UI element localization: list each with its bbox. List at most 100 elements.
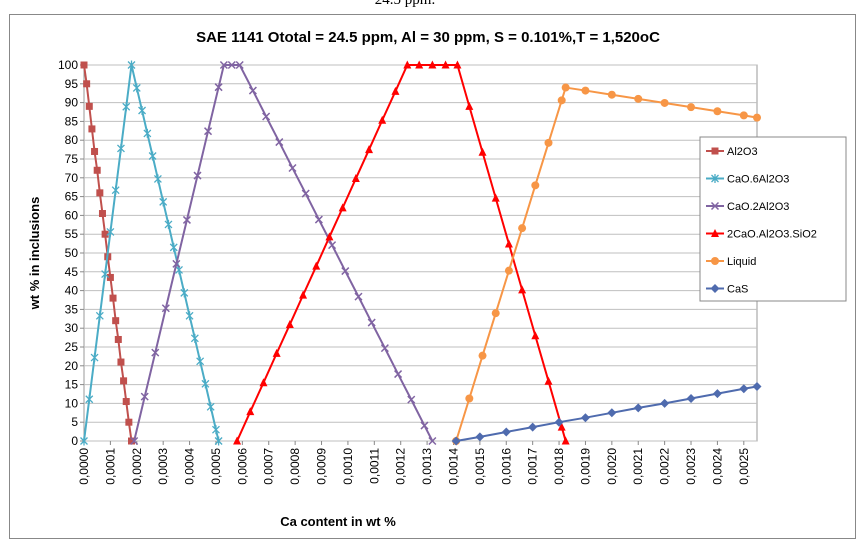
x-tick-label: 0,0006 [235, 448, 249, 485]
marker [403, 60, 412, 69]
marker [325, 232, 334, 241]
y-tick-label: 55 [65, 227, 79, 241]
marker [233, 436, 242, 445]
marker [288, 163, 297, 173]
marker [367, 318, 376, 327]
marker [246, 407, 255, 416]
x-tick-label: 0,0022 [658, 448, 672, 485]
y-tick-label: 5 [71, 415, 78, 429]
marker [214, 436, 223, 446]
marker [182, 215, 191, 224]
marker [407, 395, 416, 404]
x-tick-label: 0,0016 [499, 448, 513, 485]
marker [441, 60, 450, 69]
marker [101, 269, 110, 279]
y-tick-label: 25 [65, 340, 79, 354]
marker [394, 370, 403, 379]
marker [122, 102, 131, 112]
marker [739, 384, 749, 394]
marker [93, 166, 101, 174]
marker [190, 333, 199, 343]
marker [711, 147, 719, 155]
marker [151, 348, 160, 357]
x-tick-label: 0,0001 [103, 448, 117, 485]
marker [633, 403, 643, 413]
marker [478, 147, 487, 156]
marker [227, 60, 236, 70]
marker [710, 201, 720, 211]
x-tick-label: 0,0012 [394, 448, 408, 485]
legend-label: CaO.2Al2O3 [727, 201, 789, 213]
marker [561, 83, 570, 92]
marker [391, 86, 400, 95]
marker [96, 189, 104, 197]
marker [125, 418, 133, 426]
marker [248, 86, 257, 95]
y-tick-label: 45 [65, 265, 79, 279]
marker [501, 427, 511, 437]
x-tick-label: 0,0007 [262, 448, 276, 485]
x-axis-title: Ca content in wt % [280, 514, 396, 529]
marker [351, 174, 360, 183]
y-tick-label: 65 [65, 190, 79, 204]
marker [117, 358, 125, 366]
y-tick-label: 35 [65, 302, 79, 316]
legend-label: Liquid [727, 256, 756, 268]
marker [428, 436, 437, 446]
marker [101, 230, 109, 238]
marker [478, 351, 487, 360]
y-tick-label: 0 [71, 434, 78, 448]
legend [699, 136, 847, 302]
header-fragment: 24.5 ppm. [375, 0, 435, 8]
marker [710, 284, 720, 293]
y-tick-label: 95 [65, 77, 79, 91]
marker [91, 147, 99, 155]
marker [518, 285, 527, 294]
marker [711, 229, 719, 237]
marker [328, 241, 337, 250]
marker [634, 94, 643, 103]
x-tick-label: 0,0003 [156, 448, 170, 485]
marker [80, 61, 88, 69]
marker [711, 174, 719, 183]
marker [219, 60, 228, 70]
marker [106, 273, 114, 281]
marker [451, 436, 461, 446]
marker [712, 389, 722, 399]
marker [607, 90, 616, 99]
y-tick-label: 40 [65, 284, 79, 298]
x-tick-label: 0,0000 [77, 448, 91, 485]
marker [196, 356, 205, 366]
marker [120, 377, 128, 385]
marker [660, 398, 670, 408]
marker [528, 422, 538, 432]
marker [420, 421, 429, 430]
marker [686, 394, 696, 404]
marker [752, 381, 762, 391]
marker [88, 125, 96, 133]
marker [132, 83, 141, 93]
marker [341, 267, 350, 276]
x-tick-label: 0,0004 [183, 448, 197, 485]
marker [453, 60, 462, 69]
marker [580, 413, 590, 423]
marker [272, 348, 281, 357]
chart-title: SAE 1141 Ototal = 24.5 ppm, Al = 30 ppm,… [196, 29, 660, 46]
marker [259, 378, 268, 387]
marker [713, 107, 722, 116]
y-tick-label: 15 [65, 378, 79, 392]
x-tick-label: 0,0009 [315, 448, 329, 485]
series-line [455, 86, 758, 442]
y-tick-label: 85 [65, 114, 79, 128]
y-tick-label: 100 [58, 58, 78, 72]
marker [201, 379, 210, 389]
marker [114, 335, 122, 343]
y-tick-label: 90 [65, 96, 79, 110]
y-tick-label: 80 [65, 133, 79, 147]
marker [172, 259, 181, 268]
marker [193, 171, 202, 180]
marker [143, 128, 152, 138]
marker [130, 436, 139, 446]
marker [262, 112, 271, 121]
